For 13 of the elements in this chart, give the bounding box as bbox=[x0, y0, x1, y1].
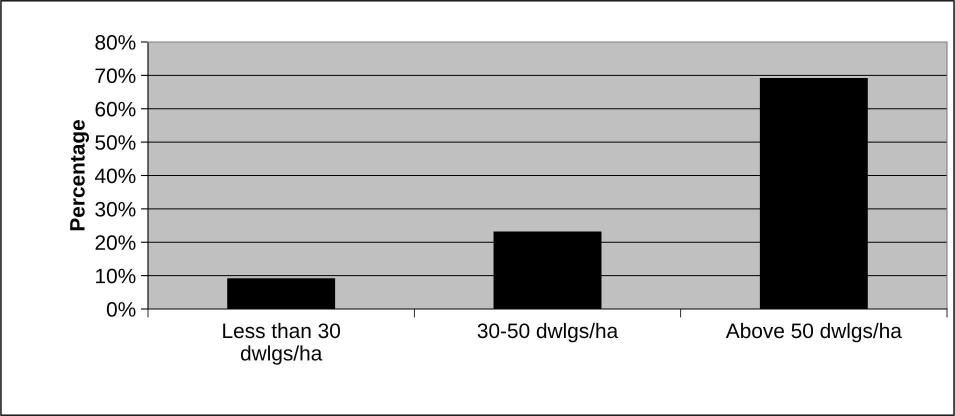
y-tick-label: 0% bbox=[106, 302, 136, 317]
x-tick-label: Above 50 dwlgs/ha bbox=[726, 322, 902, 342]
y-tick-label: 40% bbox=[94, 168, 136, 184]
x-tick-label: Less than 30 dwlgs/ha bbox=[223, 322, 340, 365]
x-tick-label: 30-50 dwlgs/ha bbox=[478, 322, 618, 342]
y-tick-label: 20% bbox=[96, 235, 136, 250]
y-tick-label: 60% bbox=[96, 102, 136, 117]
y-axis-title: Percentage bbox=[70, 120, 89, 230]
y-tick-label: 50% bbox=[95, 135, 136, 150]
y-tick-label: 10% bbox=[96, 268, 136, 284]
y-tick-label: 30% bbox=[95, 202, 136, 217]
y-tick-label: 80% bbox=[95, 35, 136, 50]
y-tick-label: 70% bbox=[96, 68, 136, 84]
